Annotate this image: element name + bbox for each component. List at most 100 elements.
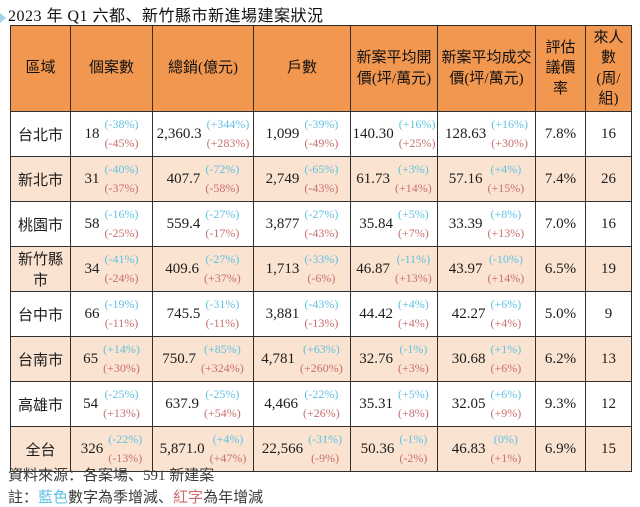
- table-body: 台北市 18 (-38%) (-45%) 2,360.3 (+344%) (+283%) 1,…: [10, 111, 632, 472]
- quarter-change: (+16%): [398, 117, 436, 132]
- quarter-change: (-25%): [205, 387, 240, 402]
- visitors-cell: 26: [585, 156, 632, 202]
- cell-value: 1,099: [265, 125, 300, 142]
- visitors-cell: 16: [585, 111, 632, 157]
- nego-rate-cell: 9.3%: [535, 381, 586, 427]
- legend-note: 註：藍色數字為季增減、紅字為年增減: [8, 488, 263, 507]
- cell-value: 409.6: [165, 260, 199, 277]
- percent-change-stack: (-25%) (+54%): [204, 385, 241, 422]
- visitors-cell: 15: [585, 426, 632, 472]
- quarter-change: (+85%): [203, 342, 241, 357]
- cell-value: 326: [80, 440, 104, 457]
- quarter-change: (+63%): [302, 342, 340, 357]
- year-change: (-43%): [304, 181, 339, 195]
- quarter-change: (-38%): [104, 117, 139, 132]
- column-header-sales: 總銷(億元): [152, 25, 254, 112]
- quarter-change: (-11%): [396, 252, 431, 267]
- quarter-change: (-72%): [205, 162, 240, 177]
- year-change: (+47%): [209, 451, 247, 465]
- year-change: (-17%): [205, 226, 240, 240]
- units-cell: 3,881 (-43%) (-13%): [253, 291, 351, 337]
- quarter-change: (-16%): [104, 207, 139, 222]
- legend-note-prefix: 註：: [8, 489, 39, 506]
- table-row: 全台 326 (-22%) (-13%) 5,871.0 (+4%) (+47%) 22,56…: [10, 426, 632, 472]
- quarter-change: (+4%): [490, 162, 522, 177]
- table-row: 桃園市 58 (-16%) (-25%) 559.4 (-27%) (-17%) 3,877(…: [10, 201, 632, 247]
- percent-change-stack: (+63%) (+260%): [300, 340, 343, 377]
- year-change: (+54%): [203, 406, 241, 420]
- year-change: (+30%): [103, 361, 140, 375]
- year-change: (-11%): [104, 316, 139, 330]
- year-change: (+30%): [491, 136, 528, 150]
- visitors-cell: 13: [585, 336, 632, 382]
- table-row: 新北市 31 (-40%) (-37%) 407.7 (-72%) (-58%) 2,749(…: [10, 156, 632, 202]
- year-change: (+37%): [203, 271, 241, 285]
- cases-cell: 34 (-41%) (-24%): [70, 246, 153, 292]
- percent-change-stack: (-27%) (+37%): [204, 250, 241, 287]
- percent-change-stack: (-31%) (-9%): [308, 430, 342, 467]
- column-header-open-price: 新案平均開價(坪/萬元): [350, 25, 438, 112]
- quarter-change: (+6%): [490, 297, 522, 312]
- percent-change-stack: (-1%) (+3%): [398, 340, 429, 377]
- percent-change-stack: (+8%) (+13%): [487, 205, 524, 242]
- open-price-cell: 44.42 (+4%) (+4%): [350, 291, 438, 337]
- sales-cell: 407.7 (-72%) (-58%): [152, 156, 254, 202]
- table-header: 區域 個案數 總銷(億元) 戶數 新案平均開價(坪/萬元) 新案平均成交價(坪/…: [10, 25, 632, 112]
- units-cell: 22,566 (-31%) (-9%): [253, 426, 351, 472]
- quarter-change: (+344%): [206, 117, 250, 132]
- cell-value: 58: [84, 215, 100, 232]
- percent-change-stack: (+16%) (+30%): [491, 115, 528, 152]
- cases-cell: 54 (-25%) (+13%): [70, 381, 153, 427]
- percent-change-stack: (-33%) (-6%): [304, 250, 338, 287]
- percent-change-stack: (-41%) (-24%): [105, 250, 139, 287]
- nego-rate-cell: 7.0%: [535, 201, 586, 247]
- percent-change-stack: (+6%) (+4%): [490, 295, 521, 332]
- page-title: 2023 年 Q1 六都、新竹縣市新進場建案狀況: [8, 8, 324, 25]
- legend-red-label: 紅字: [173, 489, 204, 506]
- quarter-change: (-25%): [104, 387, 139, 402]
- cell-value: 22,566: [261, 440, 304, 457]
- year-change: (-43%): [304, 226, 339, 240]
- table-row: 台北市 18 (-38%) (-45%) 2,360.3 (+344%) (+283%) 1,…: [10, 111, 632, 157]
- year-change: (+3%): [397, 361, 429, 375]
- cell-value: 34: [84, 260, 100, 277]
- quarter-change: (+5%): [397, 207, 429, 222]
- percent-change-stack: (-25%) (+13%): [103, 385, 140, 422]
- year-change: (-58%): [205, 181, 240, 195]
- year-change: (-24%): [104, 271, 139, 285]
- cell-value: 5,871.0: [159, 440, 205, 457]
- cell-value: 2,360.3: [156, 125, 202, 142]
- cell-value: 31: [84, 170, 100, 187]
- quarter-change: (0%): [493, 432, 518, 447]
- open-price-cell: 140.30 (+16%) (+25%): [350, 111, 438, 157]
- year-change: (-11%): [205, 316, 240, 330]
- quarter-change: (+6%): [490, 387, 522, 402]
- deal-price-cell: 128.63 (+16%) (+30%): [437, 111, 536, 157]
- cases-cell: 65 (+14%) (+30%): [70, 336, 153, 382]
- percent-change-stack: (+4%) (+47%): [210, 430, 247, 467]
- cell-value: 42.27: [451, 305, 486, 322]
- year-change: (-2%): [399, 451, 428, 465]
- open-price-cell: 35.84 (+5%) (+7%): [350, 201, 438, 247]
- quarter-change: (+5%): [397, 387, 429, 402]
- deal-price-cell: 33.39 (+8%) (+13%): [437, 201, 536, 247]
- visitors-cell: 12: [585, 381, 632, 427]
- percent-change-stack: (0%) (+1%): [490, 430, 521, 467]
- sales-cell: 637.9 (-25%) (+54%): [152, 381, 254, 427]
- deal-price-cell: 43.97 (-10%) (+14%): [437, 246, 536, 292]
- quarter-change: (-31%): [308, 432, 343, 447]
- quarter-change: (+4%): [397, 297, 429, 312]
- quarter-change: (-27%): [304, 207, 339, 222]
- column-header-region: 區域: [10, 25, 71, 112]
- deal-price-cell: 32.05 (+6%) (+9%): [437, 381, 536, 427]
- sales-cell: 750.7 (+85%) (+324%): [152, 336, 254, 382]
- percent-change-stack: (-10%) (+14%): [487, 250, 524, 287]
- region-cell: 台北市: [10, 111, 71, 157]
- cell-value: 66: [84, 305, 100, 322]
- open-price-cell: 35.31 (+5%) (+8%): [350, 381, 438, 427]
- deal-price-cell: 46.83 (0%) (+1%): [437, 426, 536, 472]
- column-header-cases: 個案數: [70, 25, 153, 112]
- year-change: (-9%): [311, 451, 340, 465]
- cases-cell: 58 (-16%) (-25%): [70, 201, 153, 247]
- cases-cell: 18 (-38%) (-45%): [70, 111, 153, 157]
